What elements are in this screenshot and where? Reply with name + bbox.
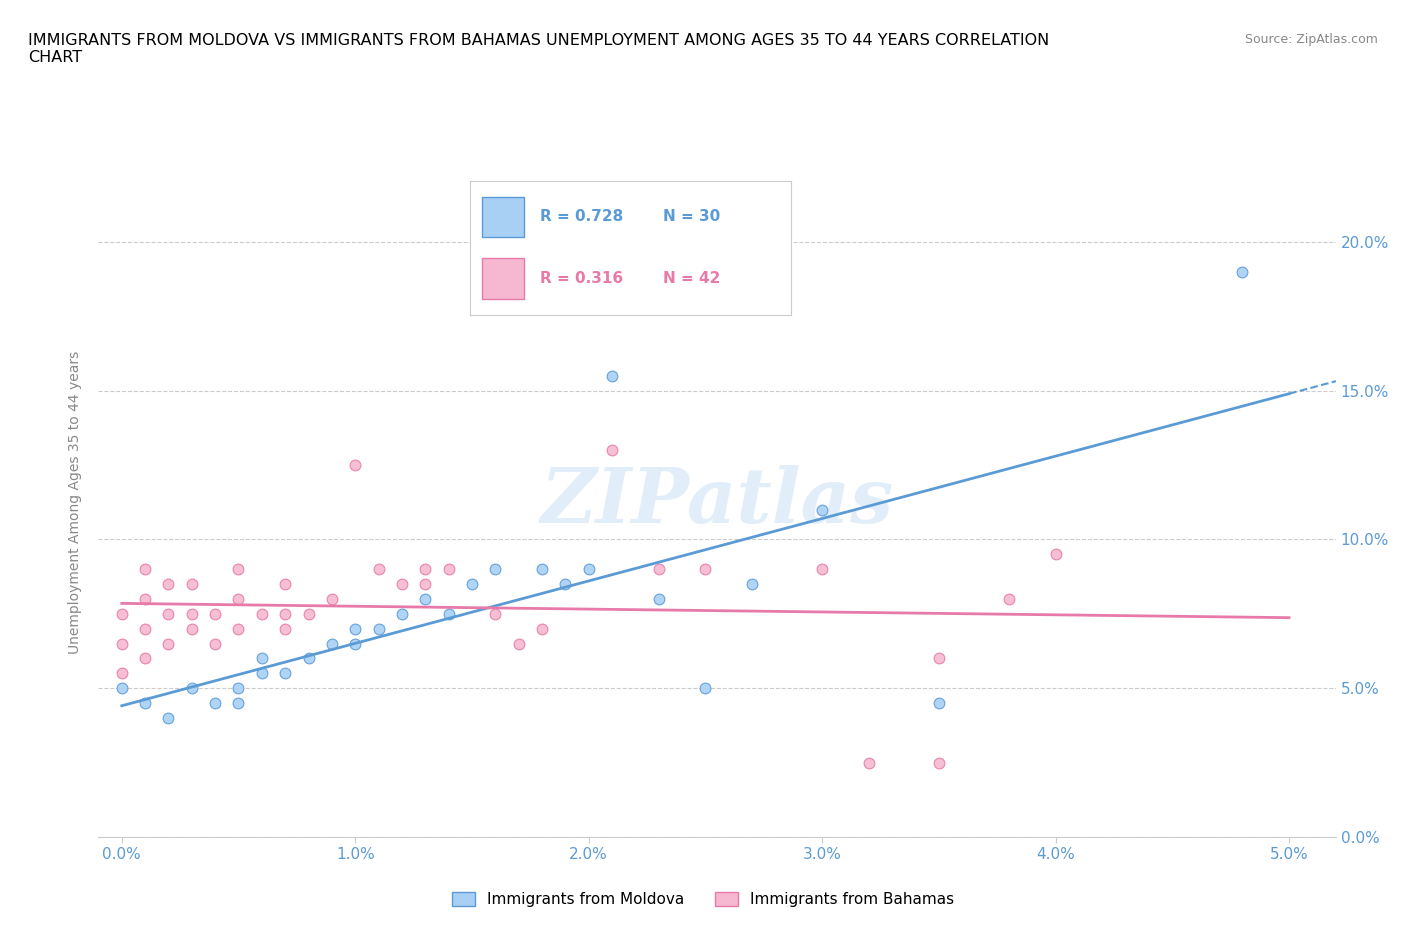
Point [811,562,834,577]
Point [484,606,506,621]
Point [228,621,250,636]
Point [928,651,950,666]
Legend: Immigrants from Moldova, Immigrants from Bahamas: Immigrants from Moldova, Immigrants from… [446,885,960,913]
Point [111,636,134,651]
Point [228,696,250,711]
Point [274,606,297,621]
Point [647,562,669,577]
Point [111,681,134,696]
Point [274,577,297,591]
Point [180,606,202,621]
Point [344,636,367,651]
Point [508,636,530,651]
Point [157,636,180,651]
Point [1232,264,1254,279]
Point [204,696,226,711]
Point [554,577,576,591]
Point [928,755,950,770]
Text: ZIPatlas: ZIPatlas [540,465,894,539]
Point [204,606,226,621]
Point [134,591,156,606]
Point [157,606,180,621]
Point [204,636,226,651]
Point [998,591,1021,606]
Point [274,666,297,681]
Point [180,681,202,696]
Point [228,562,250,577]
Point [134,621,156,636]
Point [391,577,413,591]
Point [484,562,506,577]
Point [461,577,484,591]
Point [321,636,343,651]
Point [413,577,436,591]
Point [858,755,880,770]
Point [928,696,950,711]
Point [344,458,367,472]
Point [600,368,623,383]
Point [250,666,273,681]
Point [134,696,156,711]
Point [367,621,389,636]
Point [344,621,367,636]
Point [134,651,156,666]
Point [437,606,460,621]
Point [157,711,180,725]
Point [741,577,763,591]
Point [695,681,717,696]
Point [530,621,553,636]
Point [228,681,250,696]
Point [250,651,273,666]
Point [413,562,436,577]
Text: IMMIGRANTS FROM MOLDOVA VS IMMIGRANTS FROM BAHAMAS UNEMPLOYMENT AMONG AGES 35 TO: IMMIGRANTS FROM MOLDOVA VS IMMIGRANTS FR… [28,33,1049,65]
Point [111,606,134,621]
Point [297,606,319,621]
Point [250,606,273,621]
Point [647,591,669,606]
Point [180,621,202,636]
Point [321,591,343,606]
Point [530,562,553,577]
Point [180,577,202,591]
Point [157,577,180,591]
Point [413,591,436,606]
Point [600,443,623,458]
Point [811,502,834,517]
Point [274,621,297,636]
Point [437,562,460,577]
Y-axis label: Unemployment Among Ages 35 to 44 years: Unemployment Among Ages 35 to 44 years [69,351,83,654]
Point [391,606,413,621]
Point [367,562,389,577]
Point [578,562,600,577]
Text: Source: ZipAtlas.com: Source: ZipAtlas.com [1244,33,1378,46]
Point [695,562,717,577]
Point [228,591,250,606]
Point [111,666,134,681]
Point [1045,547,1067,562]
Point [297,651,319,666]
Point [134,562,156,577]
